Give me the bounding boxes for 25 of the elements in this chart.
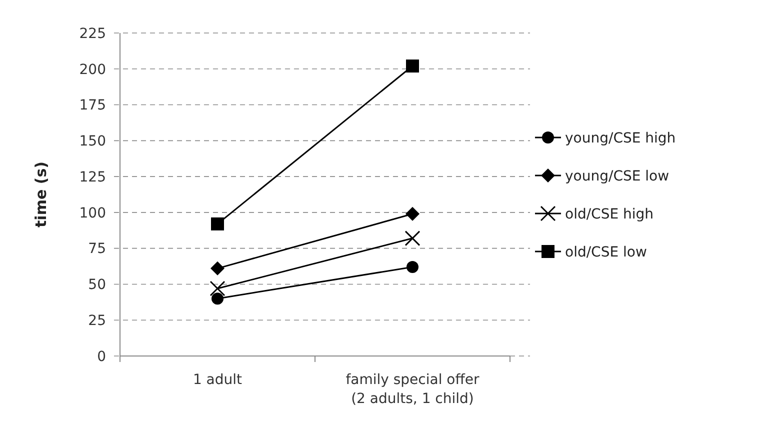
y-tick-label: 125 [79, 169, 106, 186]
x-tick-label: 1 adult [192, 372, 243, 388]
point [211, 217, 224, 230]
y-tick-label: 25 [88, 313, 106, 330]
y-axis-title: time (s) [32, 162, 50, 228]
y-tick-label: 200 [79, 62, 106, 78]
point [210, 261, 224, 276]
y-tick-label: 0 [97, 348, 106, 365]
legend-label: old/CSE high [565, 206, 654, 222]
point [210, 280, 226, 296]
y-tick-label: 225 [79, 26, 106, 42]
y-tick-label: 100 [79, 205, 106, 222]
legend-label: young/CSE low [565, 168, 670, 184]
point [406, 206, 420, 221]
point [406, 60, 419, 73]
y-tick-label: 50 [88, 277, 106, 294]
y-tick-label: 175 [79, 98, 106, 114]
point [406, 260, 418, 273]
legend-label: young/CSE high [565, 130, 676, 146]
x-tick-label: family special offer (2 adults, 1 child) [346, 372, 480, 407]
point [212, 292, 224, 305]
y-tick-label: 75 [88, 241, 106, 258]
y-tick-label: 150 [79, 134, 106, 150]
point [404, 230, 420, 246]
legend-label: old/CSE low [565, 244, 647, 260]
